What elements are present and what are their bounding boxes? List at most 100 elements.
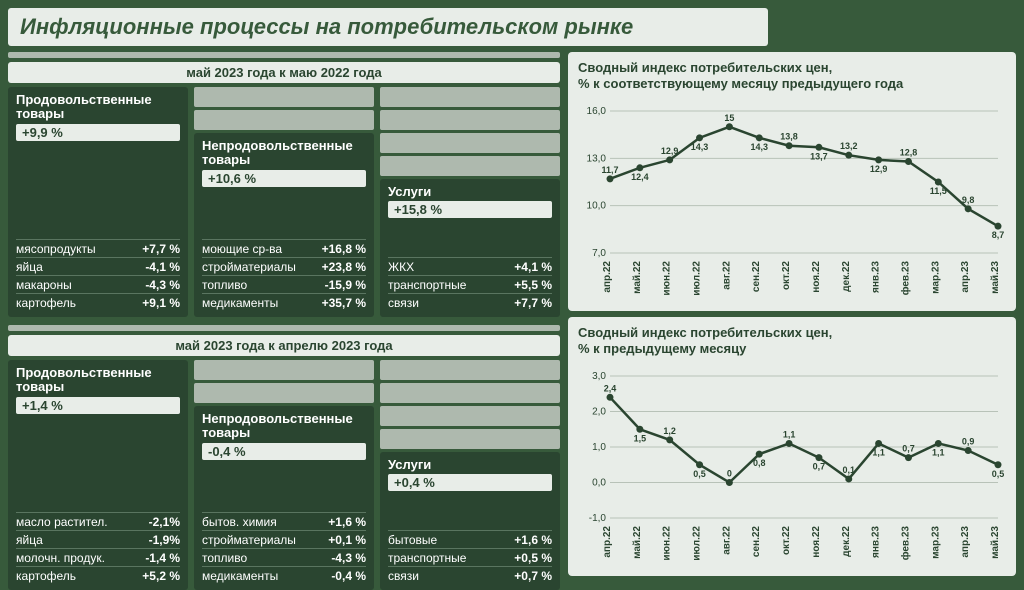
svg-text:июл.22: июл.22 bbox=[692, 261, 703, 296]
page-title-bar: Инфляционные процессы на потребительском… bbox=[8, 8, 768, 46]
stair-column: Непродовольственные товары+10,6 %моющие … bbox=[194, 87, 374, 317]
data-row: стройматериалы+23,8 % bbox=[202, 257, 366, 275]
spacer-bar bbox=[380, 87, 560, 107]
category-card: Услуги +15,8 % ЖКХ+4,1 %транспортные+5,5 %… bbox=[380, 179, 560, 317]
svg-text:1,0: 1,0 bbox=[592, 442, 606, 453]
svg-text:10,0: 10,0 bbox=[587, 201, 607, 212]
row-value: -1,9% bbox=[145, 533, 180, 547]
card-title: Непродовольственные товары bbox=[202, 412, 366, 441]
row-value: -4,3 % bbox=[141, 278, 180, 292]
svg-text:13,8: 13,8 bbox=[780, 132, 798, 142]
chart2-title-l1: Сводный индекс потребительских цен, bbox=[578, 325, 832, 340]
data-row: связи+0,7 % bbox=[388, 566, 552, 584]
data-row: картофель+5,2 % bbox=[16, 566, 180, 584]
row-value: -0,4 % bbox=[327, 569, 366, 583]
row-value: +5,5 % bbox=[510, 278, 552, 292]
section-b-header: май 2023 года к апрелю 2023 года bbox=[8, 335, 560, 356]
page-title: Инфляционные процессы на потребительском… bbox=[20, 14, 756, 40]
category-card: Продовольственные товары+9,9 %мясопродук… bbox=[8, 87, 188, 317]
data-row: мясопродукты+7,7 % bbox=[16, 239, 180, 257]
row-value: +0,1 % bbox=[324, 533, 366, 547]
spacer-bar bbox=[380, 406, 560, 426]
row-label: стройматериалы bbox=[202, 533, 324, 547]
svg-text:12,4: 12,4 bbox=[631, 172, 649, 182]
chart1-title-l2: % к соответствующему месяцу предыдущего … bbox=[578, 76, 903, 91]
row-value: +7,7 % bbox=[138, 242, 180, 256]
row-label: транспортные bbox=[388, 278, 510, 292]
data-row: бытов. химия+1,6 % bbox=[202, 512, 366, 530]
row-label: ЖКХ bbox=[388, 260, 510, 274]
row-label: топливо bbox=[202, 551, 327, 565]
row-label: яйца bbox=[16, 260, 141, 274]
svg-text:-1,0: -1,0 bbox=[589, 513, 607, 524]
svg-text:14,3: 14,3 bbox=[750, 142, 768, 152]
section-a-cards: Продовольственные товары+9,9 %мясопродук… bbox=[8, 87, 560, 317]
spacer-bar bbox=[380, 156, 560, 176]
card-rows: масло растител.-2,1%яйца-1,9%молочн. про… bbox=[16, 512, 180, 584]
data-row: молочн. продук.-1,4 % bbox=[16, 548, 180, 566]
svg-text:14,3: 14,3 bbox=[691, 142, 709, 152]
card-title: Продовольственные товары bbox=[16, 366, 180, 395]
row-value: +5,2 % bbox=[138, 569, 180, 583]
row-label: топливо bbox=[202, 278, 321, 292]
data-row: транспортные+0,5 % bbox=[388, 548, 552, 566]
category-card: Непродовольственные товары -0,4 % бытов. х… bbox=[194, 406, 374, 590]
stair-column: Услуги+0,4 %бытовые+1,6 %транспортные+0,… bbox=[380, 360, 560, 590]
row-label: связи bbox=[388, 296, 510, 310]
row-label: макароны bbox=[16, 278, 141, 292]
chart1-title: Сводный индекс потребительских цен, % к … bbox=[578, 60, 1006, 91]
row-label: картофель bbox=[16, 569, 138, 583]
svg-text:0,7: 0,7 bbox=[813, 462, 826, 472]
row-value: -15,9 % bbox=[321, 278, 366, 292]
svg-text:мар.23: мар.23 bbox=[930, 261, 941, 294]
svg-text:8,7: 8,7 bbox=[992, 230, 1005, 240]
chart2-svg: -1,00,01,02,03,02,41,51,20,500,81,10,70,… bbox=[578, 362, 1006, 562]
data-row: яйца-1,9% bbox=[16, 530, 180, 548]
svg-text:1,1: 1,1 bbox=[932, 448, 945, 458]
svg-text:июл.22: июл.22 bbox=[692, 526, 703, 561]
left-column: май 2023 года к маю 2022 года Продовольс… bbox=[8, 52, 560, 590]
card-headline-value: +1,4 % bbox=[16, 397, 180, 414]
svg-text:0,5: 0,5 bbox=[992, 469, 1005, 479]
card-headline-value: +15,8 % bbox=[388, 201, 552, 218]
spacer-bar bbox=[380, 133, 560, 153]
data-row: топливо-4,3 % bbox=[202, 548, 366, 566]
svg-text:апр.22: апр.22 bbox=[602, 261, 613, 293]
svg-text:июн.22: июн.22 bbox=[662, 526, 673, 561]
row-label: стройматериалы bbox=[202, 260, 318, 274]
chart2-panel: Сводный индекс потребительских цен, % к … bbox=[568, 317, 1016, 576]
card-headline-value: +10,6 % bbox=[202, 170, 366, 187]
card-title: Услуги bbox=[388, 185, 552, 199]
stair-column: Продовольственные товары +1,4 % масло раст… bbox=[8, 360, 188, 590]
row-value: -1,4 % bbox=[141, 551, 180, 565]
row-label: связи bbox=[388, 569, 510, 583]
spacer-bar bbox=[380, 429, 560, 449]
svg-text:апр.22: апр.22 bbox=[602, 526, 613, 558]
spacer-bar bbox=[380, 110, 560, 130]
svg-text:0,1: 0,1 bbox=[843, 465, 856, 475]
card-rows: ЖКХ+4,1 %транспортные+5,5 %связи+7,7 % bbox=[388, 257, 552, 311]
svg-text:янв.23: янв.23 bbox=[871, 261, 882, 293]
svg-text:0,0: 0,0 bbox=[592, 478, 606, 489]
svg-text:3,0: 3,0 bbox=[592, 371, 606, 382]
svg-text:12,9: 12,9 bbox=[870, 164, 888, 174]
row-value: +7,7 % bbox=[510, 296, 552, 310]
svg-text:11,7: 11,7 bbox=[601, 165, 618, 175]
chart2-title-l2: % к предыдущему месяцу bbox=[578, 341, 746, 356]
row-label: транспортные bbox=[388, 551, 510, 565]
data-row: моющие ср-ва+16,8 % bbox=[202, 239, 366, 257]
svg-text:15: 15 bbox=[724, 113, 734, 123]
data-row: топливо-15,9 % bbox=[202, 275, 366, 293]
row-value: +1,6 % bbox=[510, 533, 552, 547]
card-rows: моющие ср-ва+16,8 %стройматериалы+23,8 %… bbox=[202, 239, 366, 311]
svg-text:13,7: 13,7 bbox=[810, 151, 828, 161]
svg-text:12,8: 12,8 bbox=[900, 148, 918, 158]
svg-text:май.22: май.22 bbox=[632, 526, 643, 559]
data-row: стройматериалы+0,1 % bbox=[202, 530, 366, 548]
chart2-title: Сводный индекс потребительских цен, % к … bbox=[578, 325, 1006, 356]
svg-text:0,5: 0,5 bbox=[693, 469, 706, 479]
row-label: картофель bbox=[16, 296, 138, 310]
spacer-bar bbox=[194, 87, 374, 107]
row-label: молочн. продук. bbox=[16, 551, 141, 565]
svg-text:май.22: май.22 bbox=[632, 261, 643, 294]
